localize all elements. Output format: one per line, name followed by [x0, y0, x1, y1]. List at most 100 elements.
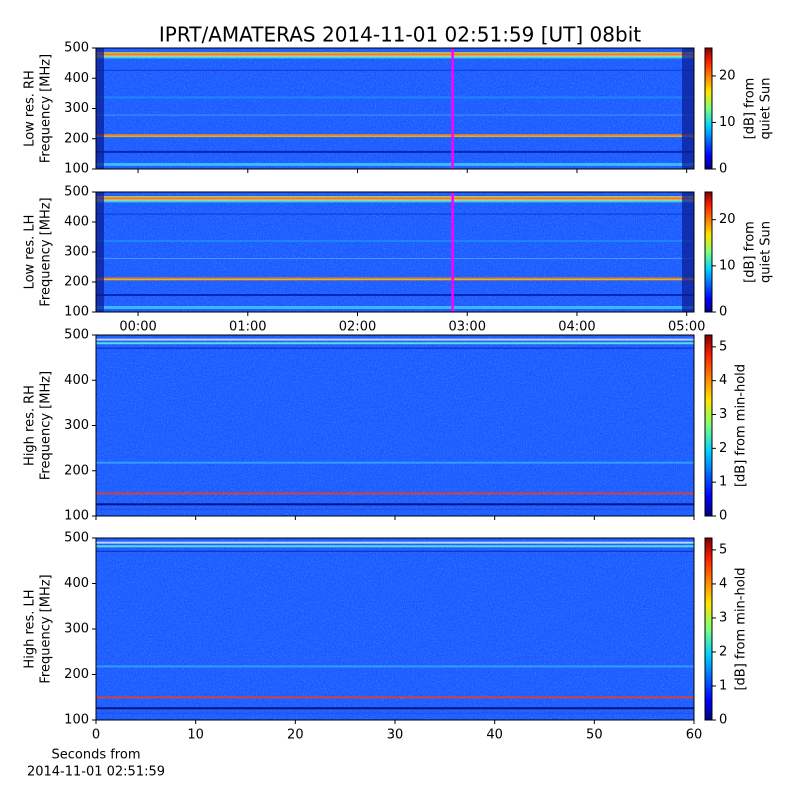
y-tick-label: 500 — [64, 41, 89, 56]
y-tick-label: 200 — [64, 667, 89, 682]
colorbar-tick-label: 3 — [719, 610, 727, 625]
y-tick-label: 100 — [64, 713, 89, 728]
y-tick-label: 500 — [64, 328, 89, 343]
colorbar-tick-label: 2 — [719, 644, 727, 659]
x-tick-label: 20 — [287, 728, 304, 743]
y-tick-label: 500 — [64, 185, 89, 200]
colorbar-tick-label: 10 — [719, 115, 736, 130]
y-tick-label: 400 — [64, 373, 89, 388]
y-tick-label: 300 — [64, 101, 89, 116]
colorbar-label: quiet Sun — [759, 221, 774, 283]
spectrogram-noise — [96, 335, 694, 516]
spectral-band — [96, 197, 694, 200]
edge-column — [682, 192, 694, 312]
colorbar-tick-label: 5 — [719, 542, 727, 557]
y-tick-label: 300 — [64, 418, 89, 433]
colorbar-label: [dB] from min-hold — [734, 364, 749, 487]
colorbar — [704, 334, 713, 517]
y-tick-label: 300 — [64, 245, 89, 260]
colorbar — [704, 537, 713, 721]
x-tick-label: 03:00 — [449, 320, 486, 335]
spectral-band — [96, 258, 694, 259]
spectral-band — [96, 114, 694, 116]
spectral-band — [96, 96, 694, 99]
colorbar-tick-label: 4 — [719, 576, 727, 591]
x-tick-label: 60 — [686, 728, 703, 743]
edge-column — [96, 48, 104, 169]
spectral-band — [96, 162, 694, 166]
y-axis-label: High res. LH — [23, 589, 38, 668]
spectral-band — [96, 69, 694, 71]
spectral-band — [96, 712, 694, 714]
spectral-band — [96, 56, 694, 59]
edge-column — [96, 192, 104, 312]
y-tick-label: 500 — [64, 531, 89, 546]
spectral-band — [96, 200, 694, 203]
y-axis-label: High res. RH — [23, 385, 38, 466]
spectral-band — [96, 461, 694, 464]
x-axis-label: 2014-11-01 02:51:59 — [27, 765, 165, 780]
colorbar-tick-label: 4 — [719, 373, 727, 388]
spectral-band — [96, 342, 694, 345]
colorbar-tick-label: 0 — [719, 305, 727, 320]
colorbar-tick-label: 5 — [719, 339, 727, 354]
colorbar-tick-label: 1 — [719, 475, 727, 490]
x-tick-label: 50 — [586, 728, 603, 743]
spectral-band — [96, 306, 694, 309]
y-axis-label: Low res. RH — [23, 70, 38, 147]
spectral-band — [96, 294, 694, 296]
spectral-band — [96, 545, 694, 548]
colorbar-label: [dB] from min-hold — [734, 567, 749, 690]
spectral-band — [96, 277, 694, 281]
spectral-band — [96, 240, 694, 242]
spectral-band — [96, 347, 694, 349]
colorbar — [704, 47, 713, 170]
x-tick-label: 02:00 — [339, 320, 376, 335]
colorbar-tick-label: 20 — [719, 212, 736, 227]
spectral-band — [96, 665, 694, 668]
spectral-band — [96, 338, 694, 341]
y-tick-label: 400 — [64, 576, 89, 591]
x-tick-label: 00:00 — [119, 320, 156, 335]
spectrogram-noise — [96, 48, 694, 169]
spectral-band — [96, 541, 694, 544]
colorbar-tick-label: 3 — [719, 407, 727, 422]
y-tick-label: 100 — [64, 305, 89, 320]
spectral-band — [96, 279, 694, 280]
colorbar-label: [dB] from — [743, 221, 758, 283]
colorbar-tick-label: 20 — [719, 68, 736, 83]
x-tick-label: 10 — [187, 728, 204, 743]
colorbar — [704, 191, 713, 313]
x-tick-label: 40 — [486, 728, 503, 743]
x-tick-label: 30 — [387, 728, 404, 743]
y-axis-label: Frequency [MHz] — [39, 54, 54, 163]
y-axis-label: Low res. LH — [23, 215, 38, 290]
figure-title: IPRT/AMATERAS 2014-11-01 02:51:59 [UT] 0… — [159, 23, 641, 47]
y-axis-label: Frequency [MHz] — [39, 197, 54, 306]
colorbar-tick-label: 10 — [719, 258, 736, 273]
colorbar-tick-label: 0 — [719, 509, 727, 524]
x-tick-label: 04:00 — [558, 320, 595, 335]
spectral-band — [96, 492, 694, 495]
y-tick-label: 200 — [64, 131, 89, 146]
y-tick-label: 400 — [64, 215, 89, 230]
colorbar-tick-label: 0 — [719, 162, 727, 177]
y-tick-label: 200 — [64, 275, 89, 290]
spectral-band — [96, 503, 694, 506]
spectral-band — [96, 707, 694, 710]
y-tick-label: 400 — [64, 71, 89, 86]
x-tick-label: 0 — [92, 728, 100, 743]
x-axis-label: Seconds from — [51, 748, 140, 763]
colorbar-tick-label: 2 — [719, 441, 727, 456]
colorbar-tick-label: 0 — [719, 713, 727, 728]
y-axis-label: Frequency [MHz] — [39, 574, 54, 683]
x-tick-label: 05:00 — [668, 320, 705, 335]
spectrogram-noise — [96, 192, 694, 312]
colorbar-tick-label: 1 — [719, 678, 727, 693]
spectral-band — [96, 550, 694, 552]
edge-column — [682, 48, 694, 169]
spectral-band — [96, 213, 694, 215]
x-tick-label: 01:00 — [229, 320, 266, 335]
spectral-band — [96, 508, 694, 510]
